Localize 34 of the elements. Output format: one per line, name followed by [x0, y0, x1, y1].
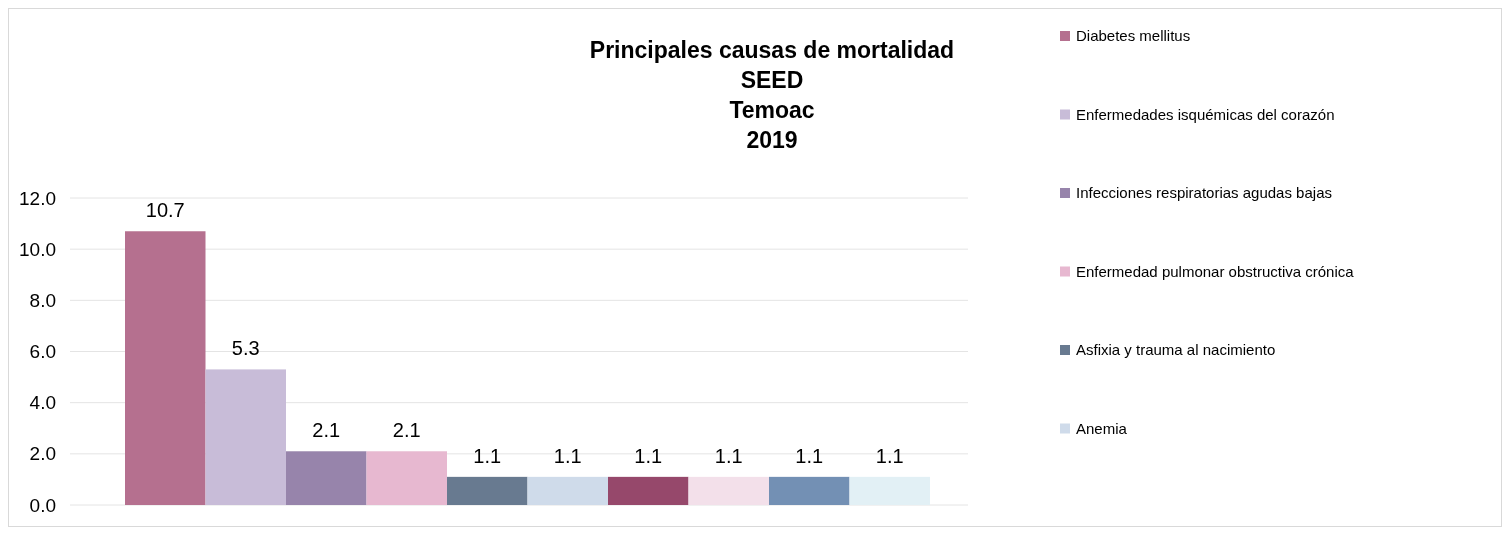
bar: [366, 451, 447, 505]
bar: [125, 231, 206, 505]
bar: [849, 476, 930, 505]
data-label: 10.7: [145, 199, 185, 222]
data-label: 2.1: [392, 419, 421, 442]
data-label: 2.1: [312, 419, 341, 442]
y-tick-label: 2.0: [29, 443, 56, 465]
legend-label: Anemia: [1076, 419, 1128, 437]
data-label: 1.1: [795, 444, 824, 467]
bar: [286, 451, 367, 505]
bar: [769, 476, 850, 505]
bar: [608, 476, 689, 505]
data-label: 1.1: [875, 444, 904, 467]
bar: [527, 476, 608, 505]
legend-label: Infecciones respiratorias agudas bajas: [1076, 184, 1332, 202]
legend-label: Diabetes mellitus: [1076, 27, 1191, 45]
bar: [688, 476, 769, 505]
data-label: 1.1: [553, 444, 582, 467]
bar: [447, 476, 528, 505]
legend-label: Enfermedades isquémicas del corazón: [1076, 105, 1335, 123]
y-tick-label: 6.0: [29, 341, 56, 363]
data-label: 1.1: [634, 444, 663, 467]
y-tick-label: 0.0: [29, 494, 56, 516]
chart-title: Principales causas de mortalidad SEED Temoac 2019: [589, 37, 955, 153]
data-label: 5.3: [231, 337, 260, 360]
y-tick-label: 12.0: [19, 187, 56, 209]
data-label: 1.1: [473, 444, 502, 467]
bar: [205, 369, 286, 505]
legend-label: Asfixia y trauma al nacimiento: [1076, 341, 1276, 359]
data-label: 1.1: [714, 444, 743, 467]
y-tick-label: 8.0: [29, 289, 56, 311]
y-tick-label: 10.0: [19, 238, 56, 260]
legend-label: Enfermedad pulmonar obstructiva crónica: [1076, 262, 1355, 280]
y-tick-label: 4.0: [29, 392, 56, 414]
